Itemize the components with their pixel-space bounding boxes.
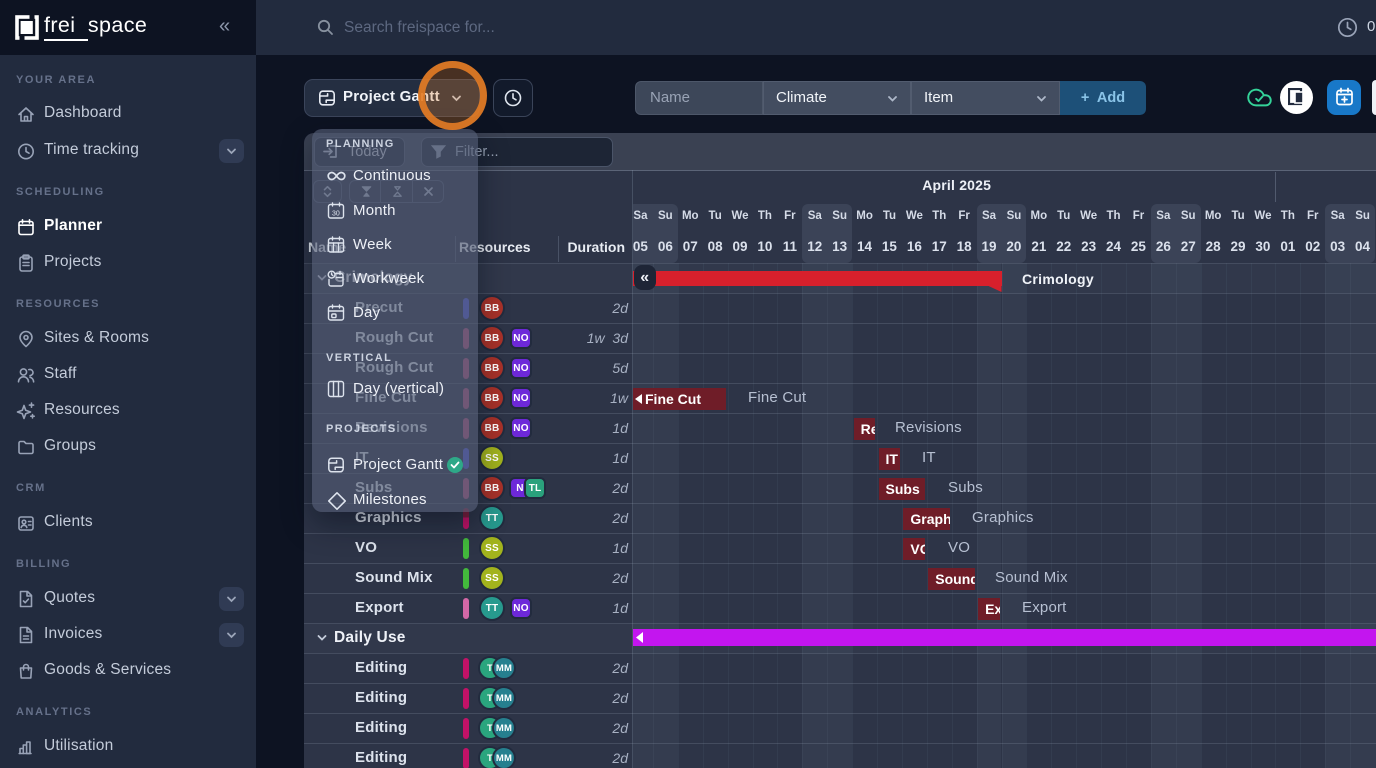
svg-text:30: 30 — [332, 211, 340, 218]
